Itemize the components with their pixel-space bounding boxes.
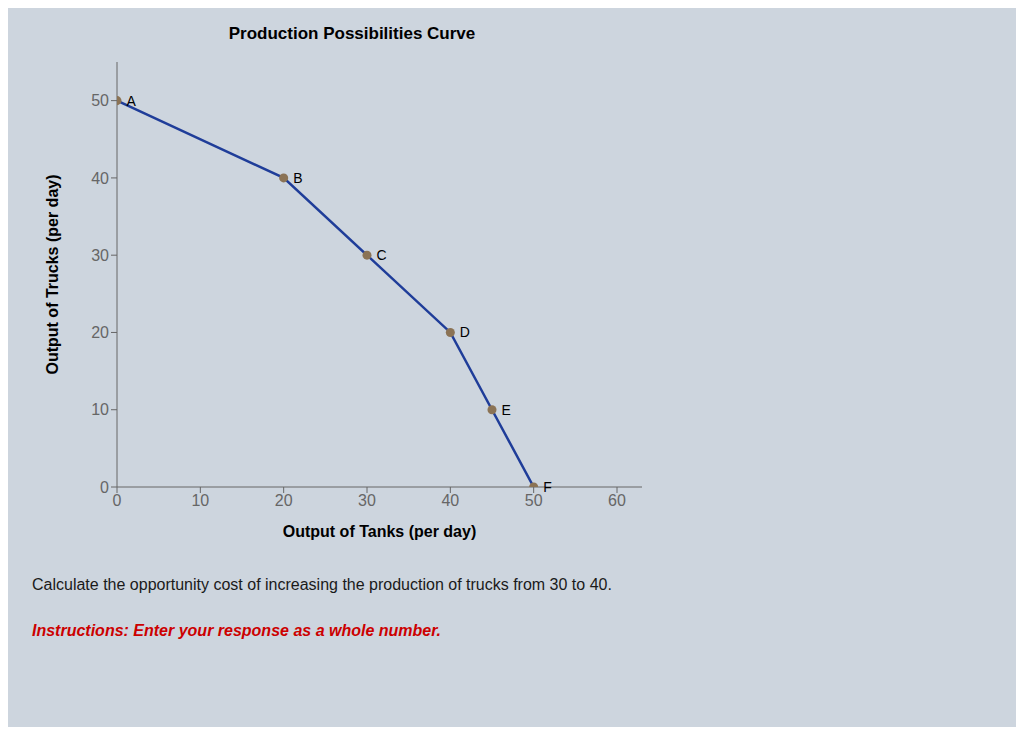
html-text:Calculate the opportunity cost: Calculate the opportunity cost of increa… [32, 576, 612, 593]
svg-text:0: 0 [113, 492, 122, 509]
svg-text:B: B [293, 170, 302, 186]
svg-text:Output of Trucks (per day): Output of Trucks (per day) [44, 174, 61, 374]
svg-text:30: 30 [358, 492, 376, 509]
svg-text:30: 30 [91, 247, 109, 264]
svg-text:Output of Tanks (per day): Output of Tanks (per day) [283, 523, 476, 540]
html-text:Instructions: Enter your respo: Instructions: Enter your response as a w… [32, 622, 441, 639]
html-text:Production Possibilities Curve: Production Possibilities Curve [228, 24, 476, 43]
svg-text:0: 0 [100, 479, 109, 496]
svg-text:E: E [502, 402, 511, 418]
svg-text:F: F [543, 479, 552, 495]
svg-text:40: 40 [441, 492, 459, 509]
svg-text:D: D [460, 324, 470, 340]
svg-text:20: 20 [275, 492, 293, 509]
svg-text:20: 20 [91, 324, 109, 341]
svg-text:60: 60 [608, 492, 626, 509]
svg-text:50: 50 [91, 92, 109, 109]
svg-text:10: 10 [191, 492, 209, 509]
svg-text:40: 40 [91, 170, 109, 187]
svg-text:C: C [377, 247, 387, 263]
svg-text:50: 50 [525, 492, 543, 509]
svg-text:A: A [127, 93, 137, 109]
svg-text:10: 10 [91, 401, 109, 418]
